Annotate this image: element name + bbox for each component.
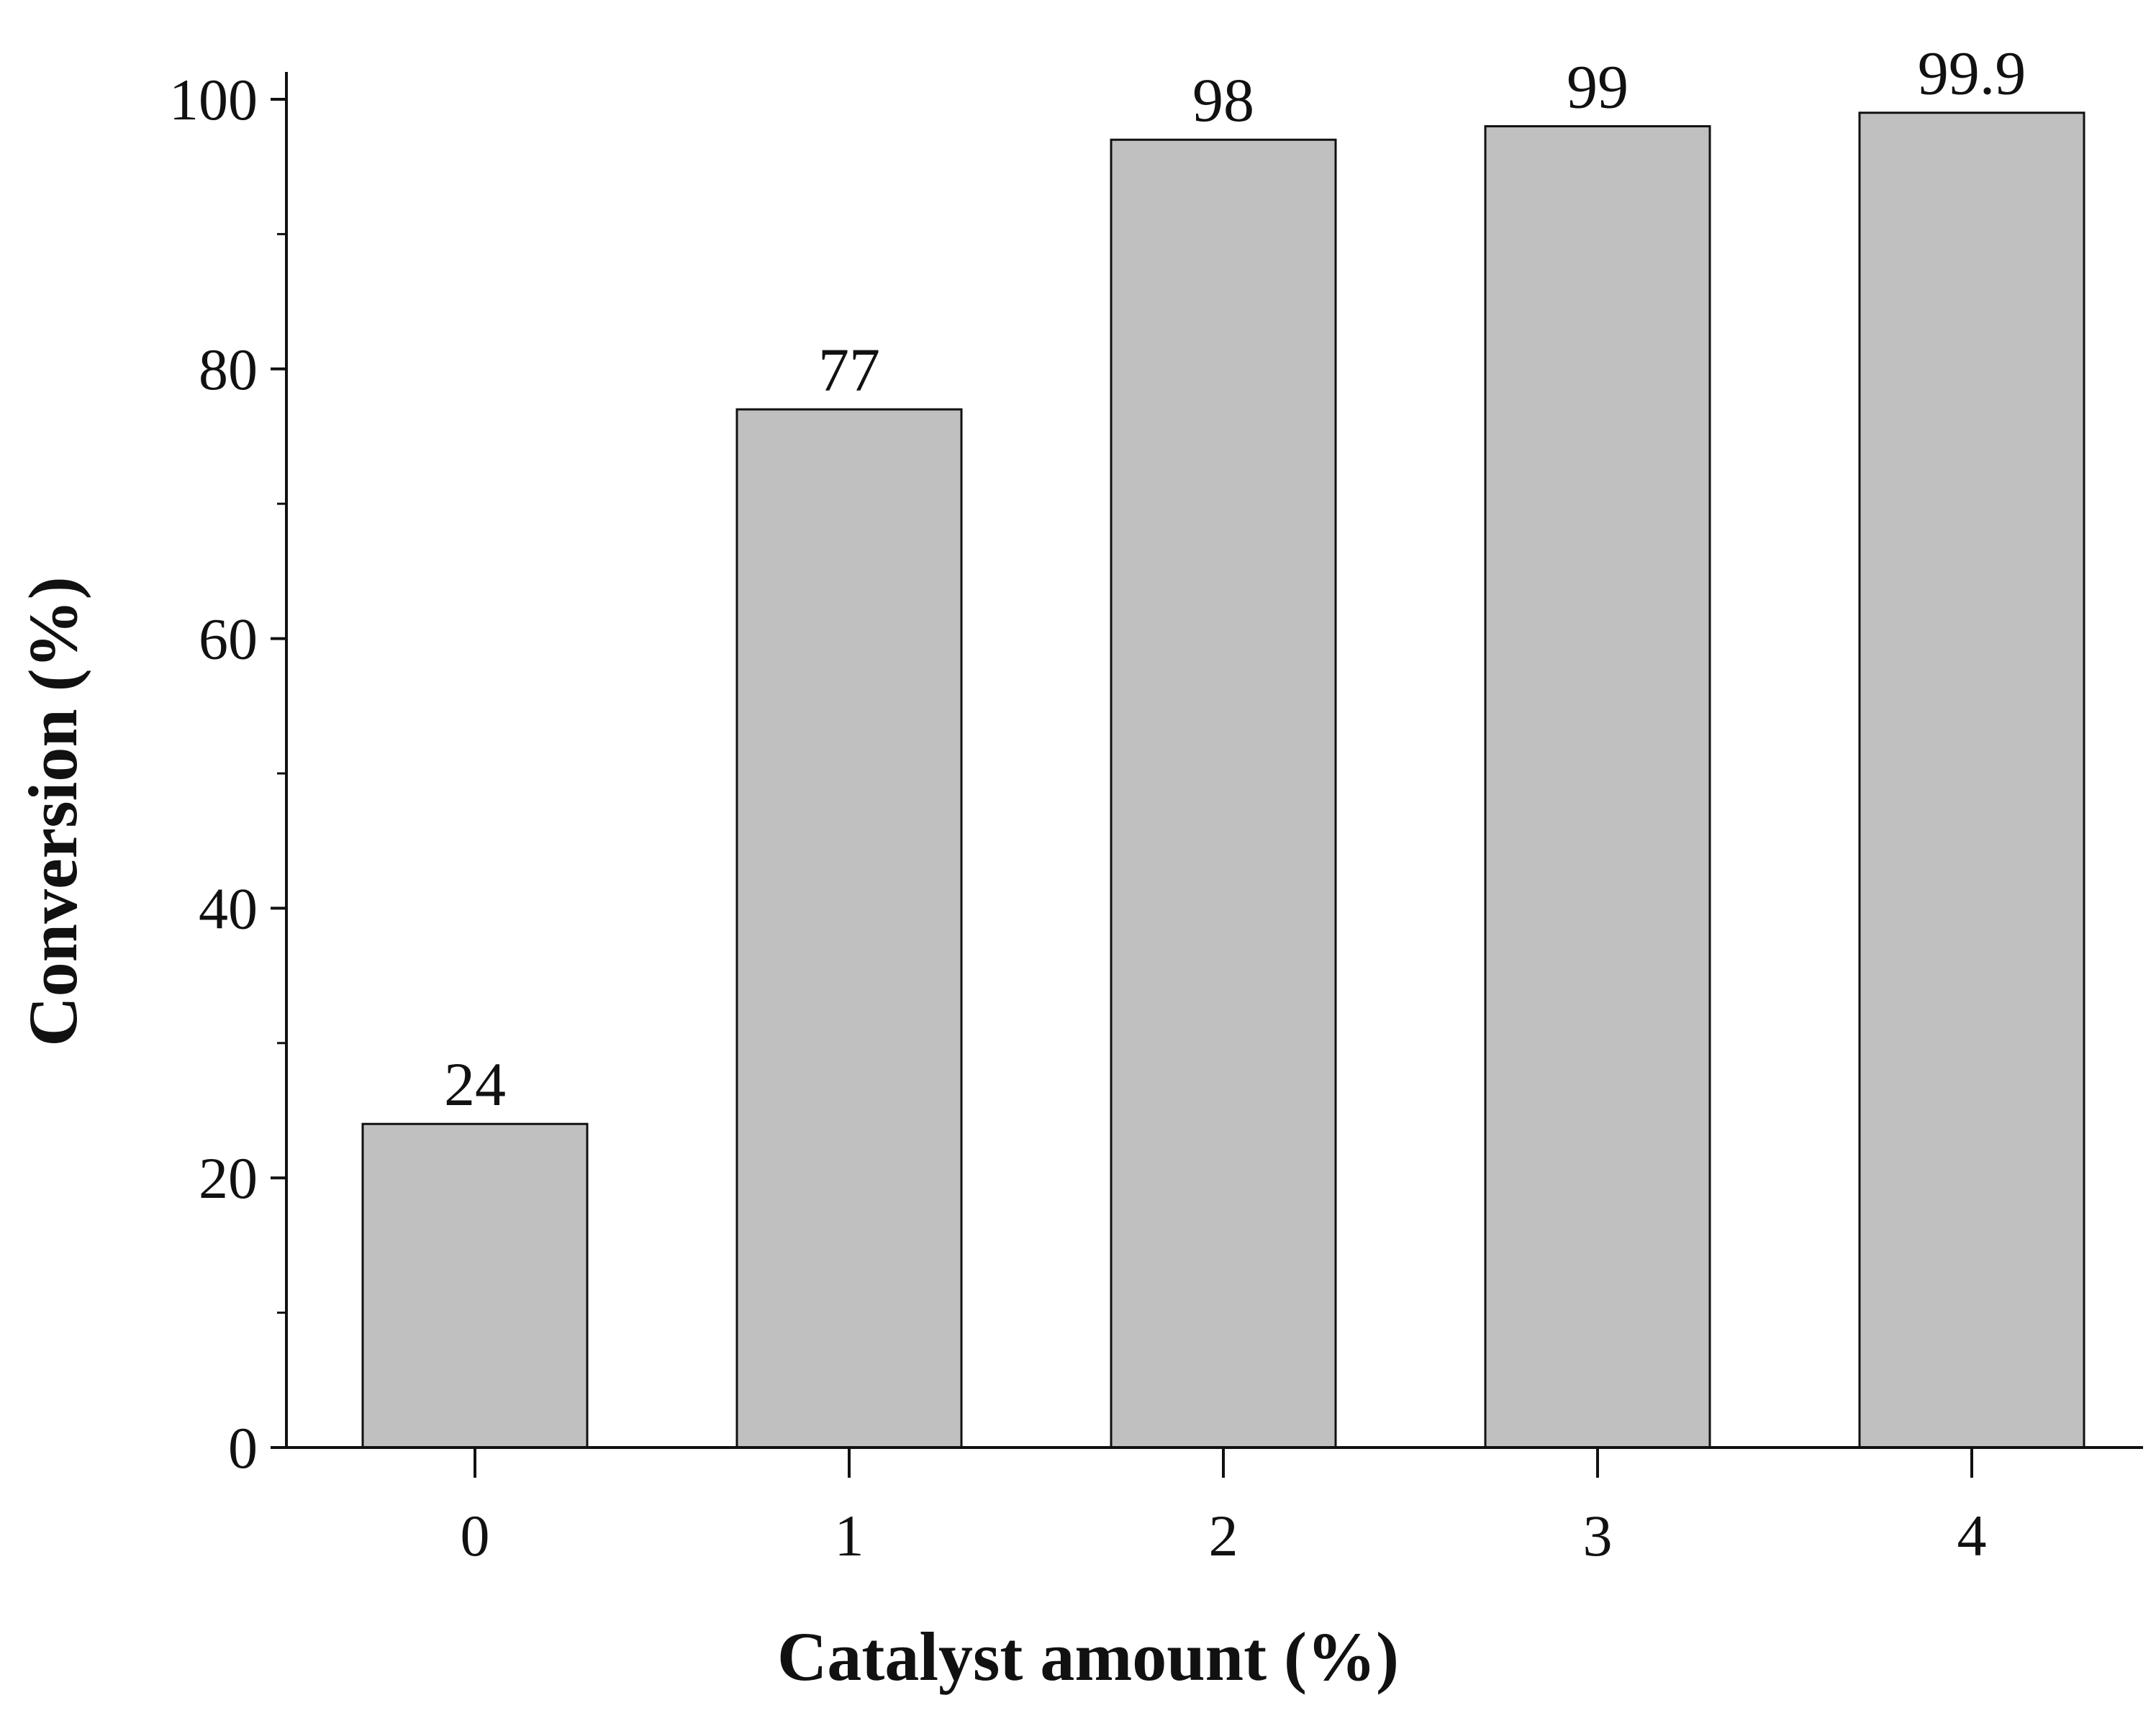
bar-4 [1858, 112, 2085, 1449]
x-tick-label-3: 3 [1583, 1503, 1613, 1568]
x-tick-label-2: 2 [1209, 1503, 1238, 1568]
y-tick-label-40: 40 [199, 876, 258, 941]
y-tick-label-60: 60 [199, 606, 258, 672]
y-axis-title: Conversion (%) [14, 576, 91, 1046]
data-label-0: 24 [444, 1050, 506, 1119]
bar-2 [1110, 138, 1337, 1449]
data-label-1: 77 [818, 335, 880, 404]
y-tick-label-0: 0 [228, 1415, 258, 1481]
x-tick-label-0: 0 [461, 1503, 490, 1568]
y-tick-label-20: 20 [199, 1145, 258, 1211]
y-tick-label-80: 80 [199, 337, 258, 402]
data-label-3: 99 [1567, 52, 1629, 121]
data-labels-layer: 24 77 98 99 99.9 [444, 39, 2026, 1119]
data-label-2: 98 [1192, 65, 1254, 135]
y-tick-label-100: 100 [169, 67, 258, 132]
bar-0 [361, 1122, 589, 1449]
bar-3 [1484, 124, 1711, 1449]
x-tick-label-1: 1 [835, 1503, 864, 1568]
x-ticks-layer: 0 1 2 3 4 [461, 1448, 1987, 1568]
bars-layer [361, 112, 2085, 1449]
bar-1 [735, 408, 963, 1449]
x-tick-label-4: 4 [1957, 1503, 1987, 1568]
data-label-4: 99.9 [1918, 39, 2026, 108]
y-ticks-layer: 0 20 40 60 80 100 [169, 67, 286, 1481]
axes-layer [285, 72, 2143, 1449]
x-axis-title: Catalyst amount (%) [777, 1618, 1399, 1695]
